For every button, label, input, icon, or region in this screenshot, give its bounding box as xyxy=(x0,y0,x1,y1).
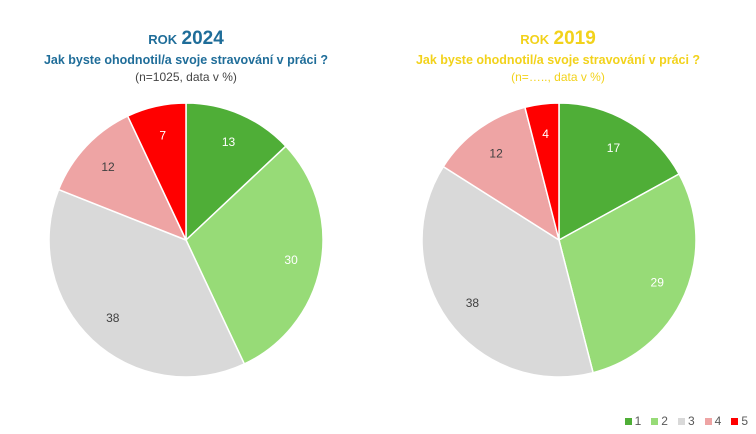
pie-2024-slice-4 xyxy=(57,115,188,242)
pie-2019-label-1: 17 xyxy=(607,141,621,155)
pie-2019-slice-2 xyxy=(558,172,697,374)
chart-2024-sample-note: (n=1025, data v %) xyxy=(135,70,237,84)
chart-2024-question: Jak byste ohodnotil/a svoje stravování v… xyxy=(43,53,329,67)
chart-2019-year-prefix: ROK xyxy=(520,32,550,47)
pie-2024-label-5: 7 xyxy=(159,129,166,143)
pie-2019-label-4: 12 xyxy=(489,146,503,160)
pie-2024-slice-5 xyxy=(126,102,187,241)
legend-item-3: 3 xyxy=(677,414,695,428)
chart-2019-title-block: ROK 2019 Jak byste ohodnotil/a svoje str… xyxy=(378,28,738,85)
pie-chart-2024: 13 30 38 12 7 xyxy=(48,102,324,378)
pie-chart-2019: 17 29 38 12 4 xyxy=(421,102,697,378)
chart-2024-title-block: ROK 2024 Jak byste ohodnotil/a svoje str… xyxy=(6,28,366,85)
pie-2019-slice-4 xyxy=(442,106,561,242)
legend-swatch-4 xyxy=(704,417,712,425)
pie-2019-slice-3 xyxy=(421,165,594,378)
chart-legend: 1 2 3 4 5 xyxy=(624,414,748,428)
pie-2019-label-3: 38 xyxy=(466,296,480,310)
pie-2024-label-4: 12 xyxy=(101,160,115,174)
legend-item-5: 5 xyxy=(731,414,748,428)
pie-2019-label-5: 4 xyxy=(542,127,549,141)
pie-2019-slice-5 xyxy=(524,102,560,241)
legend-swatch-1 xyxy=(624,417,632,425)
legend-item-2: 2 xyxy=(651,414,668,428)
legend-label-4: 4 xyxy=(714,414,722,428)
pie-2024-label-2: 30 xyxy=(284,253,298,267)
legend-item-1: 1 xyxy=(624,414,642,428)
chart-2019-year: 2019 xyxy=(553,28,596,49)
legend-swatch-5 xyxy=(731,417,739,425)
pie-2024-label-3: 38 xyxy=(106,311,120,325)
pie-2024-slice-2 xyxy=(185,145,324,365)
legend-label-5: 5 xyxy=(741,414,748,428)
chart-2019-sample-note: (n=….., data v %) xyxy=(511,70,605,84)
legend-label-1: 1 xyxy=(634,414,642,428)
legend-label-3: 3 xyxy=(687,414,695,428)
pie-2024-slice-1 xyxy=(185,102,287,242)
legend-label-2: 2 xyxy=(661,414,668,428)
pie-2024-label-1: 13 xyxy=(222,135,236,149)
chart-2024-year-prefix: ROK xyxy=(148,32,178,47)
pie-2019-slice-1 xyxy=(558,102,681,242)
chart-2019-year-heading: ROK 2019 xyxy=(378,28,738,51)
chart-2024-year: 2024 xyxy=(181,28,224,49)
chart-2024-year-heading: ROK 2024 xyxy=(6,28,366,51)
chart-2019-question: Jak byste ohodnotil/a svoje stravování v… xyxy=(415,53,701,67)
legend-swatch-2 xyxy=(651,417,659,425)
pie-2024-slice-3 xyxy=(48,188,246,378)
legend-item-4: 4 xyxy=(704,414,722,428)
pie-2019-label-2: 29 xyxy=(651,275,665,289)
legend-swatch-3 xyxy=(677,417,685,425)
